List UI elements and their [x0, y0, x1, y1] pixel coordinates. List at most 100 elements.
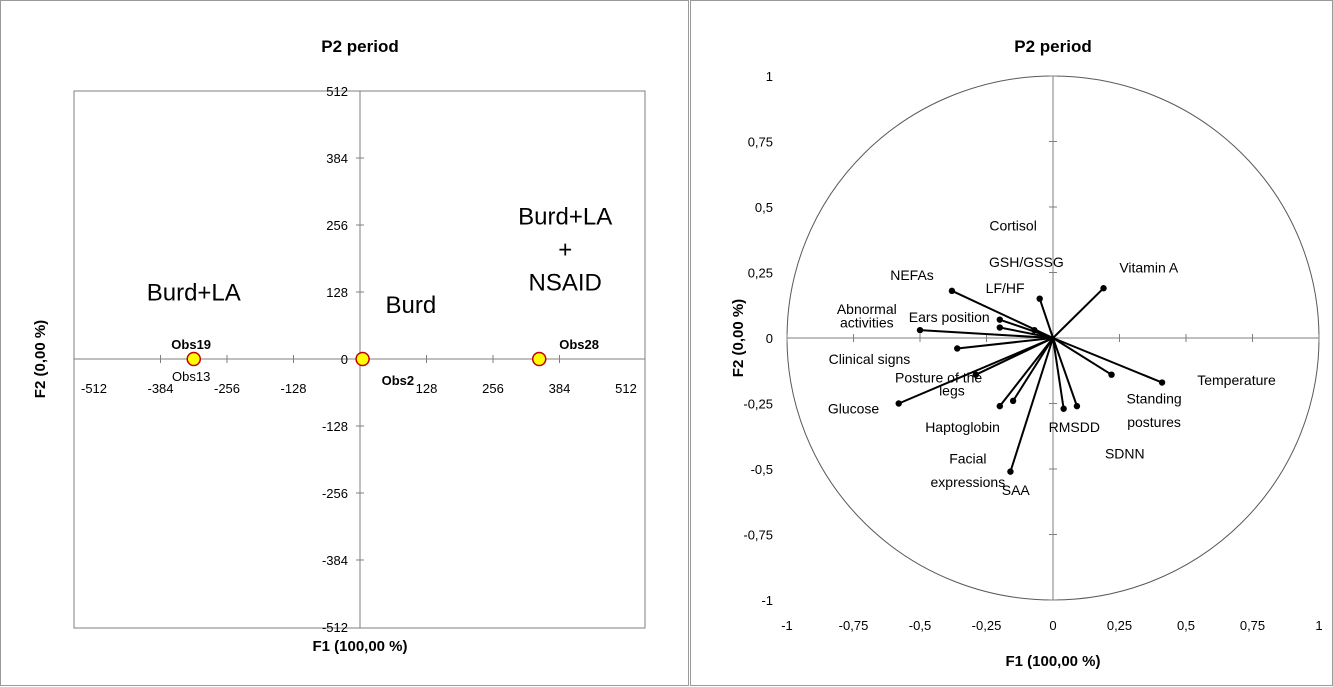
variable-label: expressions [931, 474, 1006, 490]
loading-vector [1052, 287, 1105, 339]
loading-point [1158, 379, 1166, 386]
x-tick-label: -256 [214, 381, 240, 396]
observation-label: Obs13 [172, 369, 210, 384]
x-tick-label: 256 [482, 381, 504, 396]
variable-label: Ears position [909, 309, 990, 325]
x-tick-label: -0,75 [839, 618, 869, 633]
x-tick-label: 384 [549, 381, 571, 396]
x-tick-label: 512 [615, 381, 637, 396]
y-tick-label: 512 [326, 84, 348, 99]
variable-label: Facial [949, 451, 986, 467]
y-tick-label: 0 [341, 352, 348, 367]
y-tick-label: 384 [326, 151, 348, 166]
x-tick-label: 1 [1315, 618, 1322, 633]
variable-label: postures [1127, 414, 1181, 430]
y-tick-label: -0,75 [743, 528, 773, 543]
group-annotation: Burd+LA [147, 279, 241, 306]
loading-point [895, 400, 902, 407]
y-tick-label: -512 [322, 620, 348, 635]
loading-vector [999, 326, 1054, 339]
y-tick-label: -0,5 [751, 462, 773, 477]
correlation-circle-chart: P2 period -1 -0,75 -0,5 -0,25 0 0,25 0,5 0,75 1 1… [730, 37, 1323, 670]
group-annotation: Burd [386, 292, 437, 319]
variable-label: Standing [1126, 390, 1181, 406]
loading-vector [1052, 337, 1078, 407]
variable-label: GSH/GSSG [989, 254, 1064, 270]
x-tick-label: 0 [1049, 618, 1056, 633]
loading-vector [1038, 298, 1054, 339]
observation-point [186, 351, 202, 367]
loading-point [996, 316, 1003, 323]
left-chart-panel: P2 period -512 -512 -384 -384 -256 -256 -128 -1… [0, 0, 689, 686]
right-y-axis-label: F2 (0,00 %) [730, 299, 747, 377]
loading-point [954, 345, 961, 352]
loading-point [996, 402, 1003, 410]
loading-point [916, 326, 924, 334]
loading-point [1100, 285, 1107, 292]
variable-label: NEFAs [890, 267, 934, 283]
y-tick-label: -128 [322, 419, 348, 434]
variable-label: Cortisol [989, 217, 1036, 233]
loading-vector [919, 329, 1054, 339]
variable-label: Haptoglobin [925, 419, 1000, 435]
loading-vector [1052, 337, 1163, 384]
y-tick-label: 128 [326, 285, 348, 300]
variable-label: Vitamin A [1119, 259, 1179, 275]
loading-point [996, 324, 1003, 331]
y-tick-label: 1 [766, 69, 773, 84]
variable-label: Abnormal [837, 301, 897, 317]
x-tick-label: -512 [81, 381, 107, 396]
x-tick-label: 0,5 [1177, 618, 1195, 633]
loading-vector [1009, 337, 1054, 472]
loading-point [972, 371, 980, 378]
variable-label: LF/HF [986, 280, 1025, 296]
x-tick-label: -128 [280, 381, 306, 396]
x-tick-label: 0,75 [1240, 618, 1265, 633]
x-tick-label: -0,5 [909, 618, 931, 633]
variable-label: activities [840, 314, 894, 330]
y-tick-label: 0,25 [748, 266, 773, 281]
loading-point [1009, 397, 1017, 405]
left-chart-title: P2 period [321, 37, 398, 56]
group-annotation: Burd+LA [518, 203, 612, 230]
loading-point [1073, 402, 1081, 410]
loading-point [948, 287, 956, 295]
y-tick-label: 0,75 [748, 135, 773, 150]
right-x-axis-label: F1 (100,00 %) [1005, 653, 1100, 670]
y-tick-label: -384 [322, 553, 348, 568]
loading-point [1031, 326, 1038, 334]
group-annotation: NSAID [529, 269, 602, 296]
variable-label: Temperature [1197, 372, 1276, 388]
right-chart-title: P2 period [1014, 37, 1091, 56]
loading-point [1007, 468, 1014, 475]
right-chart-panel: P2 period -1 -0,75 -0,5 -0,25 0 0,25 0,5 0,75 1 1… [690, 0, 1333, 686]
variable-label: SAA [1002, 482, 1031, 498]
loading-vector [999, 337, 1054, 407]
observation-point [355, 351, 370, 367]
x-tick-label: -384 [147, 381, 173, 396]
variable-label: Glucose [828, 401, 880, 417]
loading-vector [898, 337, 1054, 405]
variable-label: Posture of the [895, 369, 982, 385]
y-tick-label: -0,25 [743, 397, 773, 412]
left-x-axis-label: F1 (100,00 %) [312, 638, 407, 655]
y-tick-label: 0 [766, 331, 773, 346]
y-tick-label: -1 [761, 593, 773, 608]
observation-point [531, 351, 547, 367]
observation-label: Obs28 [559, 337, 599, 352]
loading-vector [1033, 329, 1054, 339]
variable-label: legs [939, 382, 965, 398]
x-tick-label: -0,25 [972, 618, 1002, 633]
loading-point [1108, 371, 1115, 378]
loading-vector [1052, 337, 1065, 409]
loading-vector [957, 337, 1054, 350]
observation-label: Obs19 [171, 337, 211, 352]
variable-label: Clinical signs [829, 351, 911, 367]
observation-label: Obs2 [382, 373, 415, 388]
loading-vector [1052, 337, 1113, 376]
left-y-axis-label: F2 (0,00 %) [32, 320, 49, 398]
observations-chart: P2 period -512 -512 -384 -384 -256 -256 -128 -1… [32, 37, 646, 655]
x-tick-label: 128 [416, 381, 438, 396]
variable-label: RMSDD [1049, 419, 1100, 435]
group-annotation: + [558, 236, 572, 263]
